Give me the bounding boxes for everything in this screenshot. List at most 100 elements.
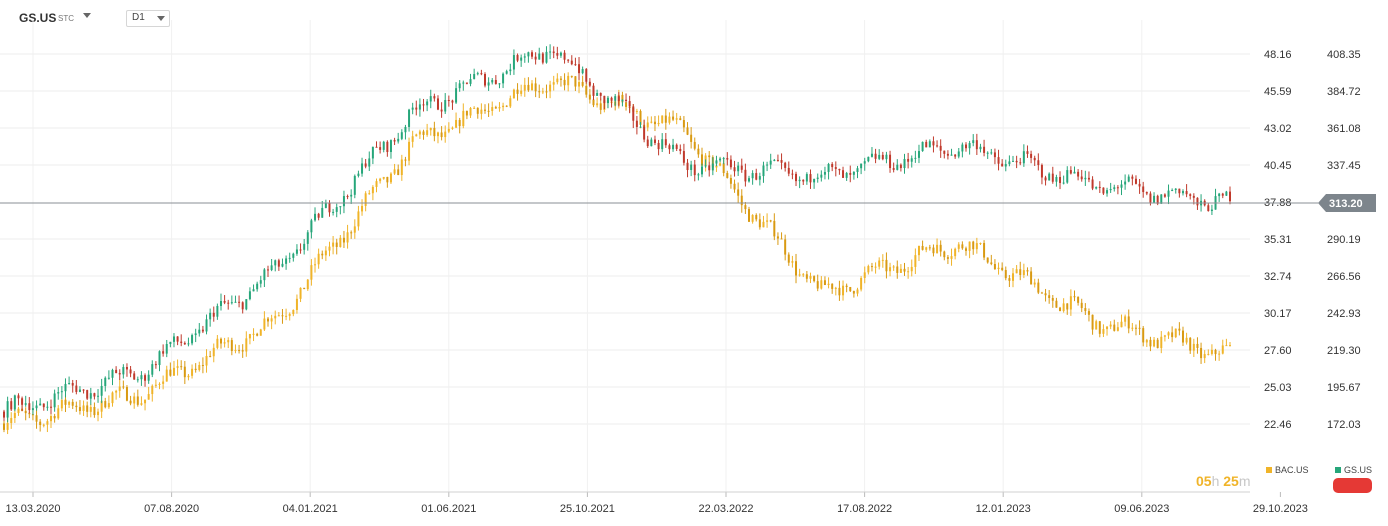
bac-candle (71, 401, 74, 406)
bac-candle (115, 390, 118, 393)
bac-candle (346, 232, 349, 243)
gs-candle (93, 393, 96, 397)
gs-candle (433, 96, 436, 99)
gs-candle (983, 146, 986, 153)
bac-candle (950, 256, 953, 259)
bac-candle (1120, 321, 1123, 328)
bac-candle (1156, 339, 1159, 349)
bac-candle (838, 287, 841, 296)
gs-candle (455, 88, 458, 103)
gs-candle (1022, 151, 1025, 164)
bac-candle (368, 193, 371, 195)
bac-candle (1149, 339, 1152, 347)
gs-candle (223, 301, 226, 303)
bac-candle (238, 350, 241, 352)
bac-candle (1098, 321, 1101, 334)
gs-candle (675, 144, 678, 149)
gs-candle (216, 305, 219, 317)
legend-item-bac[interactable]: BAC.US (1266, 465, 1309, 475)
gs-candle (776, 159, 779, 161)
gs-candle (234, 301, 237, 303)
bac-candle (588, 94, 591, 100)
y-right-tick-label: 172.03 (1327, 419, 1361, 431)
bac-candle (494, 107, 497, 109)
gs-candle (35, 405, 38, 409)
gs-candle (932, 141, 935, 146)
bac-candle (498, 107, 501, 109)
gs-candle (256, 283, 259, 290)
bac-candle (936, 244, 939, 254)
bac-candle (418, 131, 421, 135)
bac-candle (939, 244, 942, 252)
bac-candle (954, 248, 957, 257)
legend-item-gs[interactable]: GS.US (1335, 465, 1372, 475)
gs-candle (82, 389, 85, 391)
bac-candle (646, 122, 649, 128)
gs-candle (635, 120, 638, 127)
gs-candle (997, 157, 1000, 164)
bac-candle (1062, 303, 1065, 312)
bac-candle (1218, 353, 1221, 355)
bac-candle (136, 396, 139, 405)
alert-badge[interactable] (1333, 478, 1372, 493)
gs-candle (878, 154, 881, 159)
gs-candle (1116, 187, 1119, 189)
gs-candle (1015, 160, 1018, 163)
bac-candle (657, 122, 660, 125)
chevron-down-icon[interactable] (83, 13, 91, 18)
gs-candle (154, 364, 157, 366)
gs-candle (335, 207, 338, 212)
gs-candle (939, 145, 942, 151)
gs-candle (1221, 193, 1224, 196)
bac-candle (140, 403, 143, 405)
symbol-selector[interactable]: GS.US (19, 11, 57, 25)
gs-candle (147, 374, 150, 381)
gs-candle (664, 139, 667, 146)
bac-candle (162, 381, 165, 384)
gs-candle (227, 302, 230, 304)
gs-candle (860, 163, 863, 169)
bac-candle (234, 350, 237, 352)
bac-candle (263, 318, 266, 330)
timeframe-dropdown[interactable]: D1 (126, 10, 170, 27)
bac-candle (473, 107, 476, 109)
bac-candle (187, 375, 190, 378)
gs-candle (118, 373, 121, 375)
bac-candle (541, 91, 544, 93)
gs-candle (968, 143, 971, 149)
gs-candle (429, 96, 432, 102)
bac-candle (1196, 343, 1199, 348)
bac-candle (125, 387, 128, 401)
gs-candle (361, 163, 364, 174)
y-left-tick-label: 40.45 (1264, 160, 1292, 172)
bac-candle (653, 121, 656, 125)
bac-candle (335, 242, 338, 247)
bac-candle (968, 241, 971, 251)
gs-candle (617, 96, 620, 102)
bac-candle (1174, 328, 1177, 338)
gs-candle (1073, 171, 1076, 174)
gs-candle (1008, 161, 1011, 165)
gs-candle (194, 333, 197, 336)
gs-candle (440, 109, 443, 112)
gs-candle (954, 154, 957, 157)
bac-candle (686, 127, 689, 135)
gs-candle (201, 329, 204, 332)
bac-candle (549, 84, 552, 92)
gs-candle (592, 85, 595, 96)
bac-candle (444, 131, 447, 138)
gs-candle (480, 73, 483, 75)
gs-candle (191, 335, 194, 344)
gs-candle (321, 207, 324, 218)
gs-candle (827, 164, 830, 172)
gs-candle (946, 153, 949, 156)
bac-candle (1181, 330, 1184, 343)
x-tick-label: 22.03.2022 (698, 503, 753, 515)
gs-candle (415, 107, 418, 110)
gs-candle (697, 174, 700, 176)
gs-candle (559, 52, 562, 56)
gs-candle (473, 74, 476, 80)
gs-candle (1192, 195, 1195, 198)
bac-candle (885, 259, 888, 272)
